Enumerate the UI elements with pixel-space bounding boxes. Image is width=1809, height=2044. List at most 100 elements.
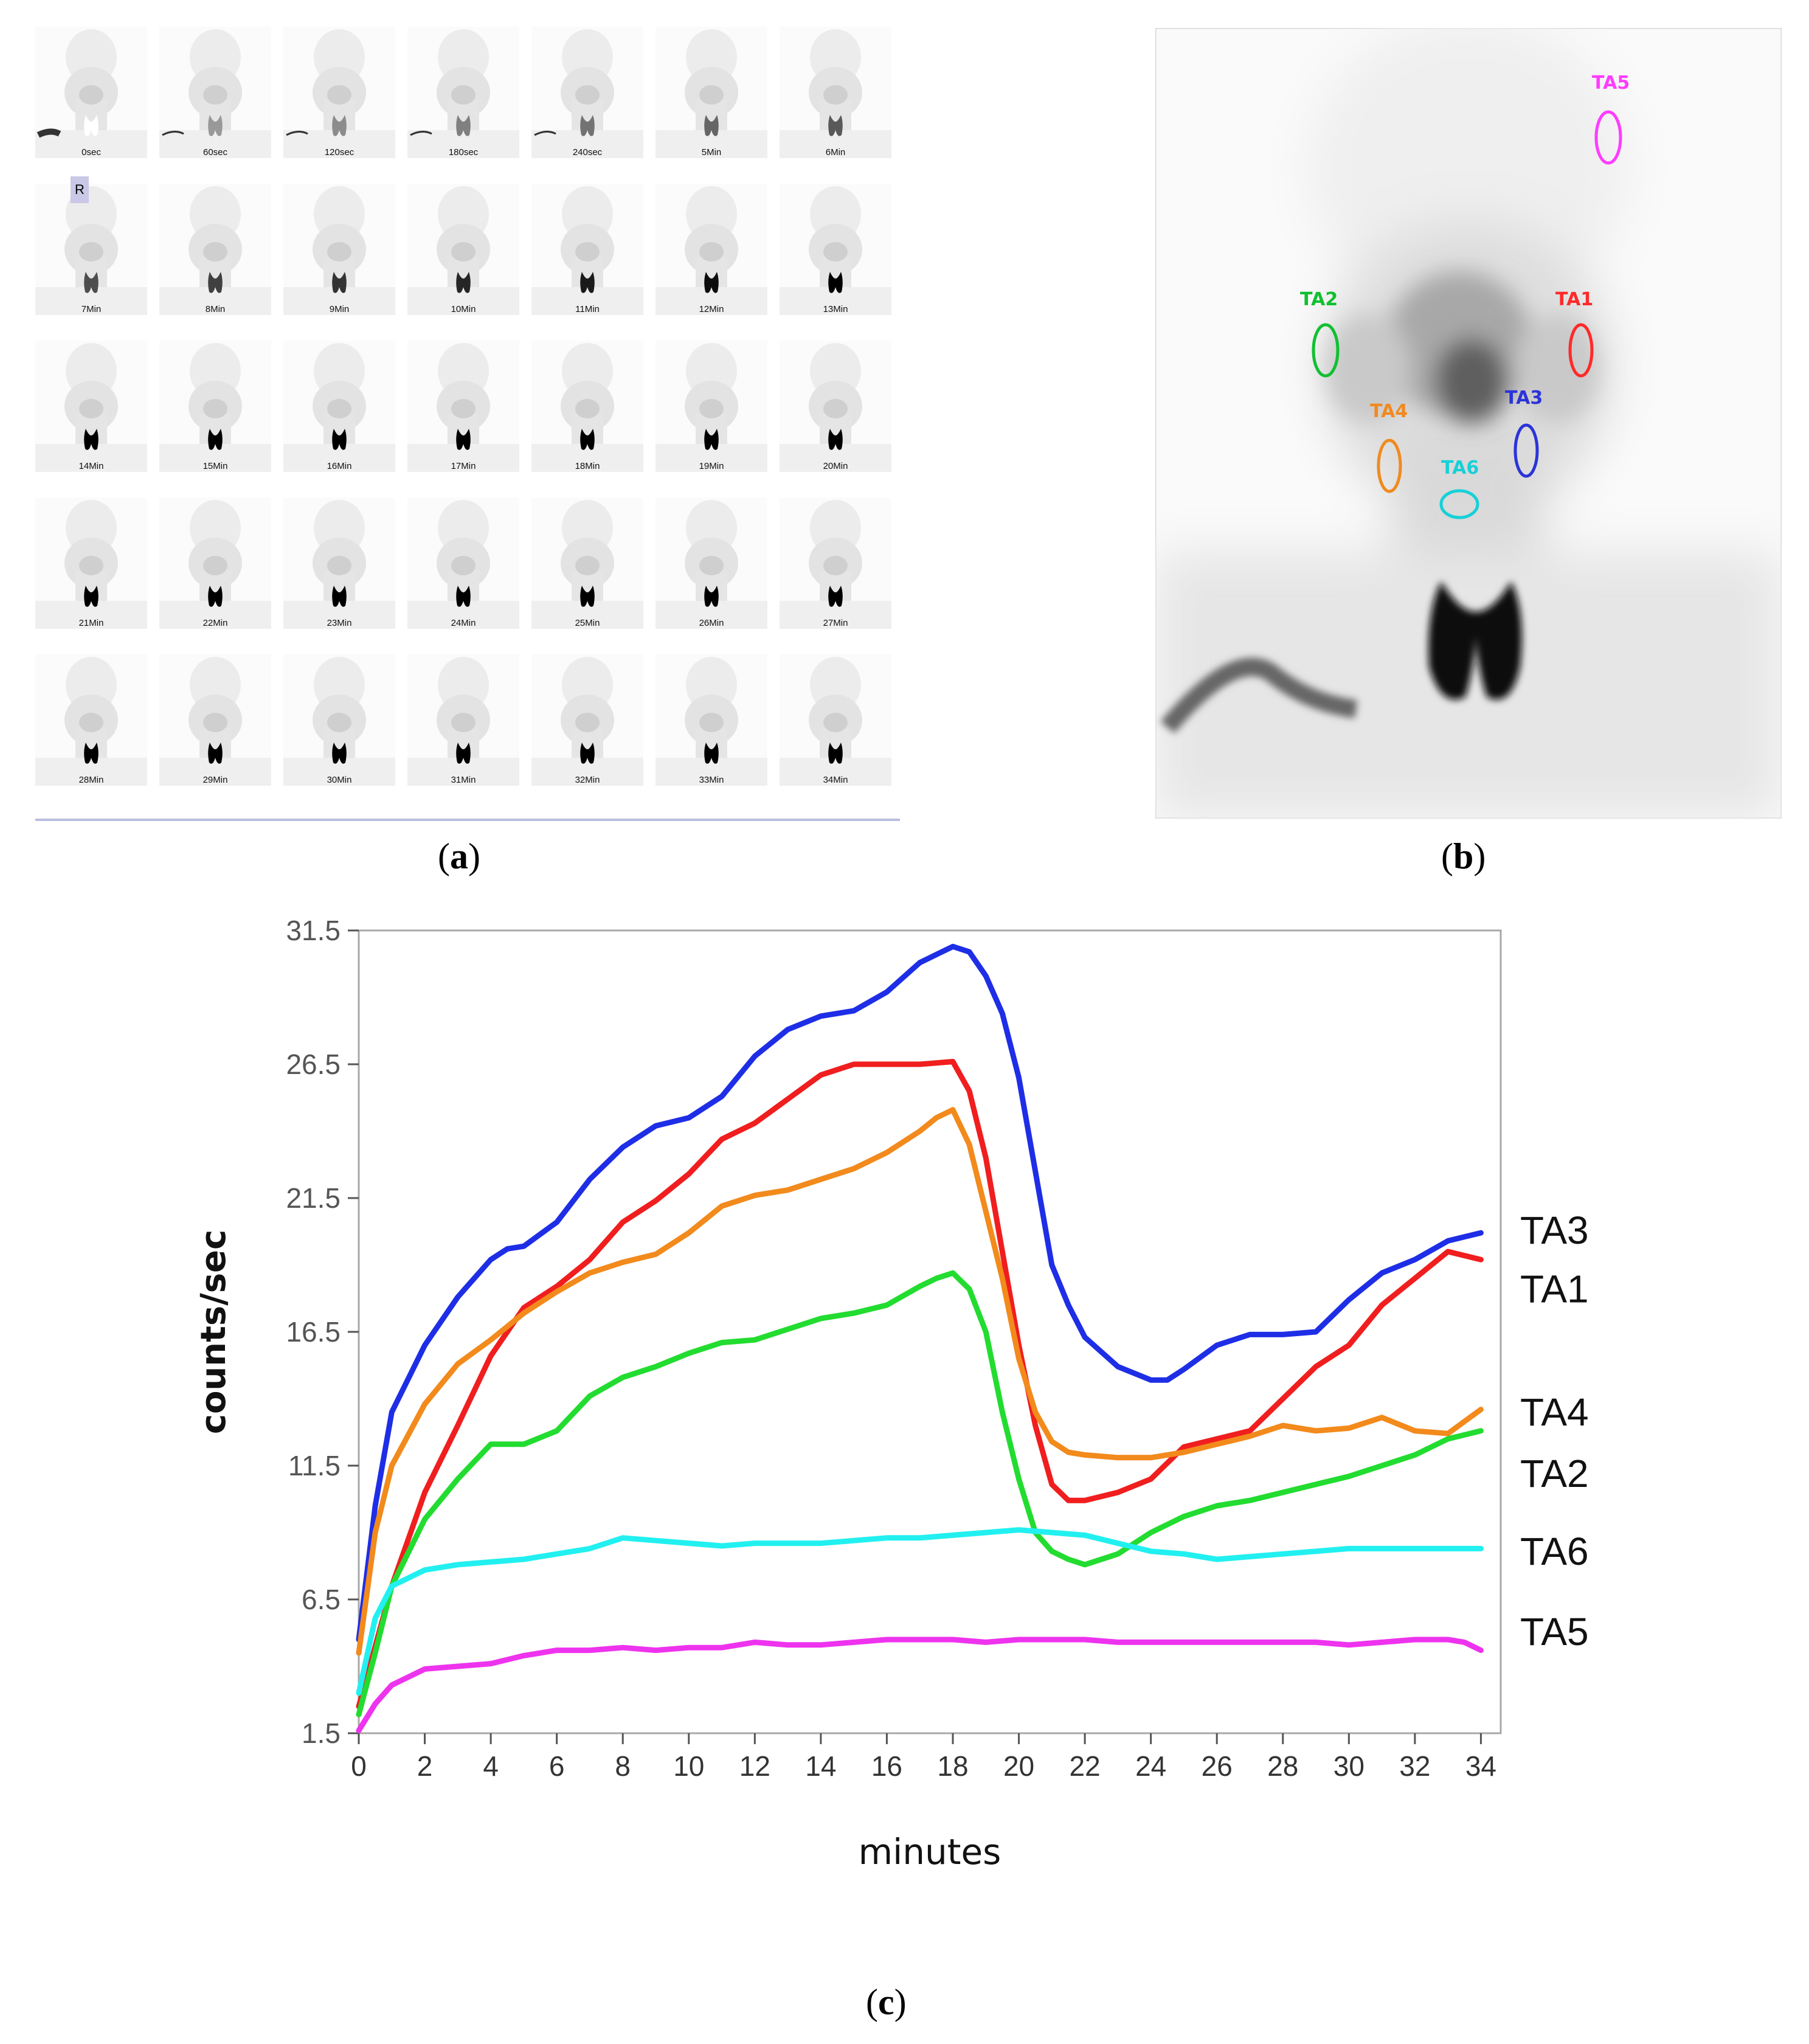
salivary-uptake	[1326, 271, 1599, 423]
y-tick-label: 16.5	[286, 1316, 341, 1348]
scan-frame: 120sec	[283, 27, 395, 158]
x-tick-label: 8	[615, 1750, 631, 1782]
scan-frame: 33Min	[655, 654, 767, 786]
frame-time-label: 14Min	[78, 461, 104, 471]
x-tick-label: 18	[937, 1750, 968, 1782]
roi-label-ta1: TA1	[1555, 289, 1593, 310]
x-tick-label: 10	[673, 1750, 704, 1782]
scan-frame: 18Min	[531, 341, 643, 472]
frame-time-label: 32Min	[575, 775, 600, 785]
frame-time-label: 18Min	[575, 461, 600, 471]
scan-frame: 0sec	[35, 27, 147, 158]
scan-frame: 30Min	[283, 654, 395, 786]
frame-time-label: 15Min	[202, 461, 228, 471]
x-tick-label: 32	[1399, 1750, 1430, 1782]
scan-frame: 21Min	[35, 497, 147, 629]
series-label-ta1: TA1	[1520, 1267, 1589, 1311]
frame-time-label: 27Min	[823, 618, 848, 628]
y-axis-ticks: 1.5 6.5 11.5 16.5 21.5 26.5 31.5	[286, 915, 359, 1749]
x-tick-label: 26	[1202, 1750, 1233, 1782]
frame-time-label: 10Min	[451, 304, 476, 314]
frame-time-label: 20Min	[823, 461, 848, 471]
scan-frame: 6Min	[780, 27, 891, 158]
x-tick-label: 30	[1333, 1750, 1365, 1782]
frame-time-label: 8Min	[205, 304, 226, 314]
scan-frame: 17Min	[407, 341, 519, 472]
orientation-marker: R	[71, 176, 89, 203]
roi-label-ta4: TA4	[1370, 401, 1408, 422]
x-tick-label: 22	[1070, 1750, 1101, 1782]
caption-c: (c)	[866, 1982, 907, 2022]
frame-time-label: 180sec	[448, 147, 479, 158]
frame-time-label: 120sec	[324, 147, 355, 158]
roi-image: TA5 TA2 TA1 TA4 TA3 TA6	[1154, 16, 1783, 820]
scan-frame: 13Min	[780, 184, 891, 315]
scan-frame: 7Min	[35, 184, 147, 315]
scan-frame: 180sec	[407, 27, 519, 158]
caption-b: (b)	[1441, 836, 1486, 876]
frame-time-label: 12Min	[699, 304, 724, 314]
scan-frame: 14Min	[35, 341, 147, 472]
x-tick-label: 24	[1135, 1750, 1166, 1782]
frame-time-label: 31Min	[451, 775, 476, 785]
scan-frame: 240sec	[531, 27, 643, 158]
scan-frame: 60sec	[159, 27, 271, 158]
scan-frame: 22Min	[159, 497, 271, 629]
x-tick-label: 2	[417, 1750, 433, 1782]
scan-frame: 26Min	[655, 497, 767, 629]
scan-frame: 9Min	[283, 184, 395, 315]
frame-time-label: 5Min	[701, 147, 722, 158]
scan-frame: 5Min	[655, 27, 767, 158]
thyroid	[1428, 581, 1522, 700]
frame-time-label: 7Min	[81, 304, 102, 314]
roi-outline-ta2	[1312, 323, 1340, 378]
y-tick-label: 21.5	[286, 1182, 341, 1214]
y-tick-label: 1.5	[302, 1717, 341, 1749]
x-tick-label: 20	[1003, 1750, 1034, 1782]
chart-svg: 1.56.511.516.521.526.531.5 0 2 4 6 8 10 12 14 16…	[194, 915, 1589, 1873]
series-label-ta3: TA3	[1520, 1208, 1589, 1252]
y-axis-label: counts/sec	[194, 1230, 233, 1434]
x-tick-label: 0	[351, 1750, 367, 1782]
frame-time-label: 30Min	[327, 775, 352, 785]
y-tick-label: 11.5	[288, 1450, 341, 1481]
frame-time-label: 33Min	[699, 775, 724, 785]
series-label-ta2: TA2	[1520, 1452, 1589, 1495]
scan-frame: 27Min	[780, 497, 891, 629]
roi-label-ta3: TA3	[1505, 387, 1543, 409]
x-tick-label: 4	[483, 1750, 499, 1782]
x-tick-label: 34	[1465, 1750, 1496, 1782]
scan-frame: 11Min	[531, 184, 643, 315]
panel-b-roi-image: TA5 TA2 TA1 TA4 TA3 TA6	[1154, 16, 1783, 820]
roi-outline-ta3	[1513, 423, 1539, 478]
frame-time-label: 13Min	[823, 304, 848, 314]
series-line-ta4	[356, 1107, 1484, 1656]
scan-frame: 28Min	[35, 654, 147, 786]
scan-frame: 24Min	[407, 497, 519, 629]
series-label-ta6: TA6	[1520, 1530, 1589, 1573]
series-line-ta1	[356, 1059, 1484, 1710]
roi-outline-ta6	[1439, 489, 1479, 519]
scan-frame: 25Min	[531, 497, 643, 629]
x-axis-ticks: 0 2 4 6 8 10 12 14 16 18 20 22 24 26 28 30 32 34	[351, 1733, 1496, 1782]
body-outline	[1155, 16, 1782, 819]
series-labels: TA3 TA1 TA4 TA2 TA6 TA5	[1520, 1208, 1589, 1654]
scan-frame: 31Min	[407, 654, 519, 786]
x-tick-label: 16	[871, 1750, 902, 1782]
frame-time-label: 19Min	[699, 461, 724, 471]
scan-frame: 12Min	[655, 184, 767, 315]
y-tick-label: 26.5	[286, 1048, 341, 1080]
roi-label-ta5: TA5	[1592, 72, 1630, 94]
arm-activity	[1160, 657, 1358, 733]
series-line-ta6	[356, 1527, 1484, 1696]
series-line-ta3	[356, 943, 1484, 1643]
series-line-ta5	[356, 1637, 1484, 1734]
x-tick-label: 14	[805, 1750, 836, 1782]
frame-time-label: 60sec	[202, 147, 228, 158]
roi-group: TA5 TA2 TA1 TA4 TA3 TA6	[1300, 72, 1630, 519]
panel-c-time-activity-chart: 1.5 6.5 11.5 16.5 21.5 26.5 31.5 0 2 4 6 8 10 12 14 16…	[164, 906, 1709, 1952]
frame-time-label: 6Min	[825, 147, 846, 158]
frame-time-label: 0sec	[81, 147, 101, 158]
x-tick-label: 12	[739, 1750, 770, 1782]
x-tick-label: 28	[1267, 1750, 1298, 1782]
